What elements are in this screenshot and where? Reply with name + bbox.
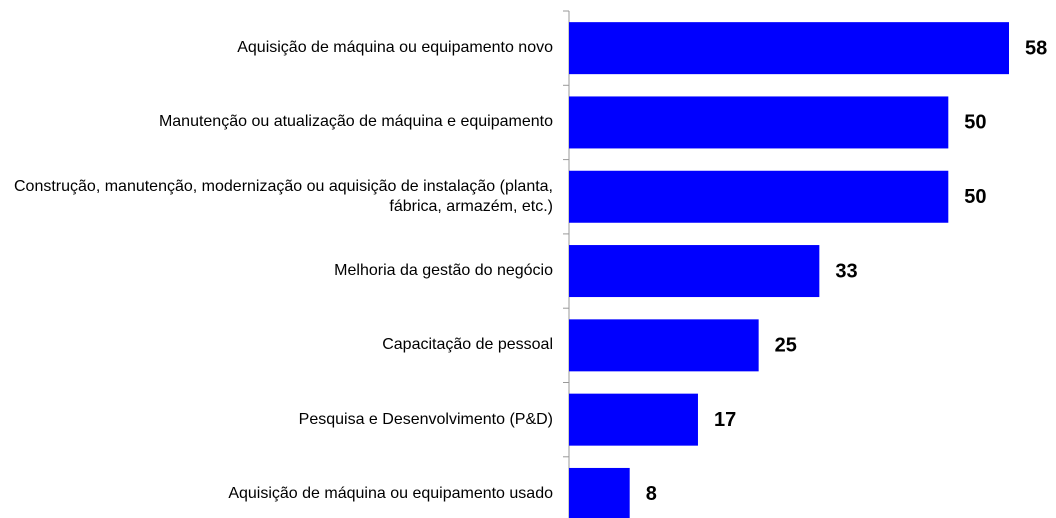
category-label: Capacitação de pessoal xyxy=(382,336,553,354)
category-label: Aquisição de máquina ou equipamento usad… xyxy=(228,484,553,502)
category-label: Manutenção ou atualização de máquina e e… xyxy=(158,113,553,131)
data-label: 8 xyxy=(646,483,657,505)
bar xyxy=(569,393,698,446)
data-label: 58 xyxy=(1025,37,1047,59)
bar xyxy=(569,245,820,298)
bar xyxy=(569,467,630,518)
category-label: Construção, manutenção, modernização ou … xyxy=(14,177,553,215)
category-label: Aquisição de máquina ou equipamento novo xyxy=(237,39,553,57)
bar xyxy=(569,22,1009,75)
data-label: 25 xyxy=(775,335,797,357)
category-label: Melhoria da gestão do negócio xyxy=(334,262,553,280)
data-label: 50 xyxy=(964,186,986,208)
bar xyxy=(569,96,949,149)
category-label: Pesquisa e Desenvolvimento (P&D) xyxy=(298,410,553,428)
bar xyxy=(569,319,759,372)
data-label: 17 xyxy=(714,409,736,431)
data-label: 33 xyxy=(835,260,857,282)
bar xyxy=(569,170,949,223)
data-label: 50 xyxy=(964,112,986,134)
